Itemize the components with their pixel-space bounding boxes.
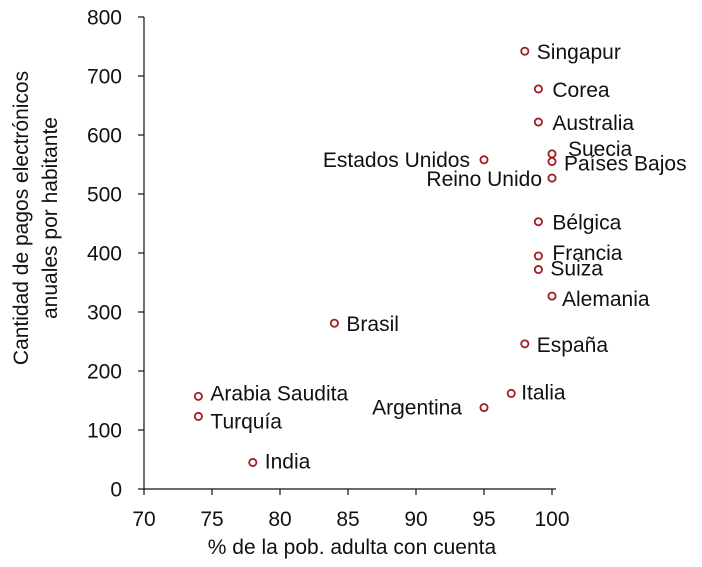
point-label-australia: Australia (552, 112, 634, 135)
point-label-espana: España (537, 334, 609, 357)
point-label-francia: Francia (552, 242, 622, 265)
point-label-arabia-saudita: Arabia Saudita (210, 382, 348, 405)
y-axis-title-line-1: Cantidad de pagos electrónicos (10, 71, 33, 365)
data-point-belgica (533, 217, 543, 227)
y-tick-label: 800 (87, 7, 122, 30)
x-tick-label: 90 (404, 508, 427, 531)
point-label-suiza: Suiza (550, 258, 603, 281)
y-tick-label: 100 (87, 420, 122, 443)
point-label-paises-bajos: Países Bajos (564, 153, 687, 176)
point-label-italia: Italia (521, 381, 566, 404)
point-label-argentina: Argentina (372, 397, 462, 420)
x-ticks: 70 75 80 85 90 95 100 (132, 489, 570, 531)
point-label-belgica: Bélgica (552, 212, 621, 235)
point-label-alemania: Alemania (562, 288, 650, 311)
point-label-suecia: Suecia (568, 138, 633, 161)
y-tick-label: 500 (87, 184, 122, 207)
data-point-estados-unidos (479, 155, 489, 165)
data-point-argentina (479, 403, 489, 413)
point-label-india: India (265, 450, 311, 473)
x-axis-title: % de la pob. adulta con cuenta (208, 536, 497, 559)
data-point-corea (533, 84, 543, 94)
x-tick-label: 100 (534, 508, 569, 531)
y-axis-title-line-2: anuales por habitante (39, 117, 62, 319)
y-tick-label: 700 (87, 66, 122, 89)
data-point-italia (506, 388, 516, 398)
data-point-arabia-saudita (193, 391, 203, 401)
data-point-francia (533, 251, 543, 261)
y-tick-label: 300 (87, 302, 122, 325)
data-point-australia (533, 117, 543, 127)
data-point-espana (520, 339, 530, 349)
point-label-estados-unidos: Estados Unidos (323, 149, 470, 172)
x-tick-label: 70 (132, 508, 155, 531)
y-ticks: 0 100 200 300 400 500 600 700 800 (87, 7, 144, 502)
y-tick-label: 0 (110, 479, 122, 502)
data-point-turquia (193, 411, 203, 421)
point-label-turquia: Turquía (210, 410, 282, 433)
data-point-suiza (533, 265, 543, 275)
y-tick-label: 400 (87, 243, 122, 266)
point-label-corea: Corea (552, 79, 610, 102)
axes (143, 17, 556, 490)
y-tick-label: 200 (87, 361, 122, 384)
x-tick-label: 95 (472, 508, 495, 531)
x-tick-label: 80 (268, 508, 291, 531)
data-point-suecia (547, 149, 557, 159)
point-label-reino-unido: Reino Unido (426, 168, 542, 191)
point-label-brasil: Brasil (346, 313, 399, 336)
y-tick-label: 600 (87, 125, 122, 148)
data-point-alemania (547, 291, 557, 301)
data-point-paises-bajos (547, 157, 557, 167)
data-point-reino-unido (547, 173, 557, 183)
x-tick-label: 75 (200, 508, 223, 531)
x-tick-label: 85 (336, 508, 359, 531)
point-label-singapur: Singapur (537, 41, 621, 64)
data-point-india (248, 457, 258, 467)
data-point-singapur (520, 46, 530, 56)
data-point-brasil (329, 318, 339, 328)
